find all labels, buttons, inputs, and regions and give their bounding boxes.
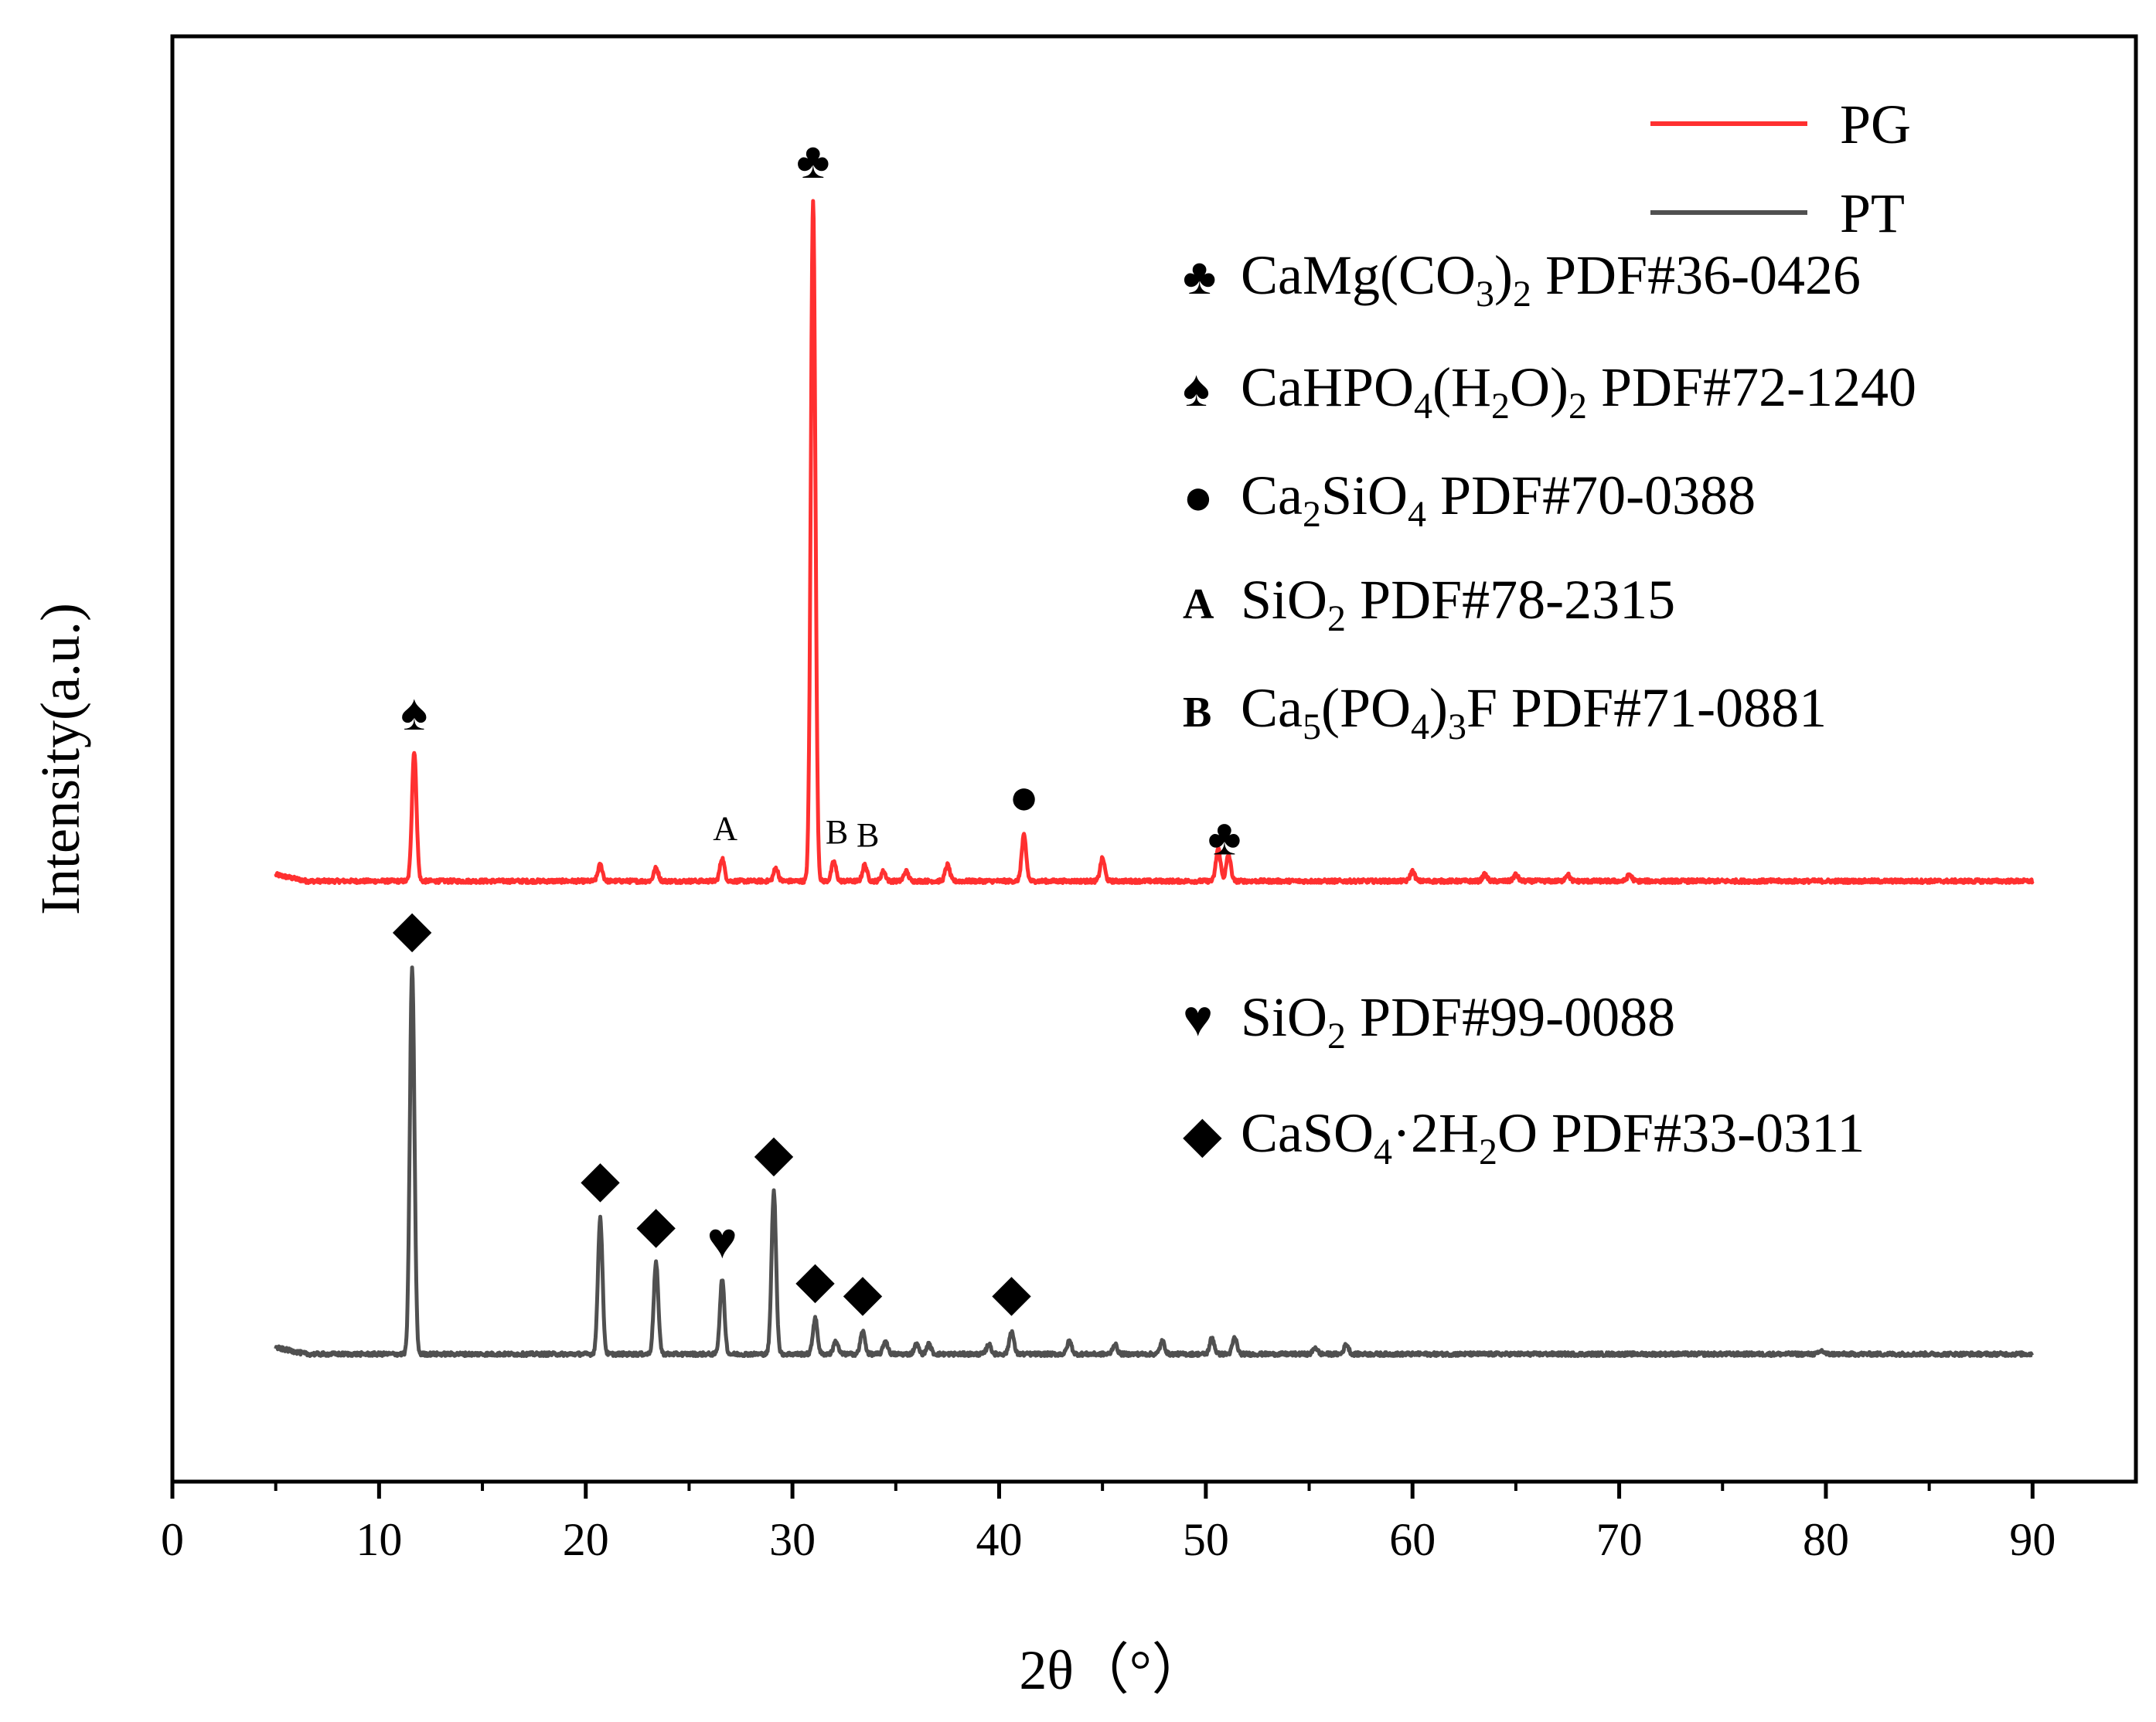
formula-text: ) bbox=[1494, 244, 1513, 306]
peak-marker: ● bbox=[1009, 769, 1040, 825]
formula-text: SiO bbox=[1241, 986, 1327, 1048]
formula-text: ·2H bbox=[1392, 1102, 1479, 1164]
peak-marker: A bbox=[713, 810, 737, 848]
phase-formula: SiO2 PDF#78-2315 bbox=[1241, 569, 1675, 639]
formula-text: O) bbox=[1510, 356, 1568, 418]
x-tick-label: 60 bbox=[1389, 1514, 1436, 1565]
x-axis-label: 2θ（°） bbox=[1019, 1639, 1207, 1701]
peak-marker: B bbox=[826, 813, 848, 851]
formula-text: PDF#99-0088 bbox=[1346, 986, 1675, 1048]
formula-subscript: 2 bbox=[1303, 494, 1321, 535]
formula-subscript: 3 bbox=[1476, 274, 1494, 315]
phase-formula: SiO2 PDF#99-0088 bbox=[1241, 986, 1675, 1057]
x-axis-ticks: 0 10 20 30 40 50 60 70 80 90 bbox=[161, 1482, 2056, 1565]
peak-marker: ♣ bbox=[1207, 810, 1241, 866]
formula-text: PDF#36-0426 bbox=[1531, 244, 1861, 306]
formula-subscript: 5 bbox=[1303, 706, 1321, 747]
formula-text: PDF#78-2315 bbox=[1346, 569, 1675, 631]
phase-formula: Ca5(PO4)3F PDF#71-0881 bbox=[1241, 677, 1827, 747]
x-tick-label: 10 bbox=[356, 1514, 402, 1565]
legend-label-pg: PG bbox=[1840, 94, 1911, 155]
formula-text: (PO bbox=[1321, 677, 1411, 739]
formula-text: SiO bbox=[1241, 569, 1327, 631]
peak-marker: ◆ bbox=[795, 1252, 835, 1309]
phase-formula: CaMg(CO3)2 PDF#36-0426 bbox=[1241, 244, 1861, 315]
phase-symbol: A bbox=[1183, 580, 1214, 628]
formula-subscript: 2 bbox=[1327, 598, 1346, 639]
peak-marker: ♠ bbox=[400, 685, 427, 741]
formula-text: Ca bbox=[1241, 677, 1303, 739]
peak-markers: ♣♠A B B●♣◆◆◆ ♥◆◆ ◆ ◆ bbox=[393, 133, 1241, 1322]
formula-subscript: 4 bbox=[1408, 494, 1426, 535]
formula-subscript: 2 bbox=[1327, 1016, 1346, 1057]
x-tick-label: 20 bbox=[563, 1514, 609, 1565]
peak-marker: ◆ bbox=[754, 1125, 794, 1182]
formula-text: PDF#70-0388 bbox=[1426, 465, 1756, 526]
x-tick-label: 0 bbox=[161, 1514, 184, 1565]
formula-subscript: 2 bbox=[1568, 386, 1587, 427]
phase-formula: CaHPO4(H2O)2 PDF#72-1240 bbox=[1241, 356, 1916, 427]
peak-marker: ◆ bbox=[992, 1265, 1031, 1322]
formula-text: SiO bbox=[1321, 465, 1408, 526]
y-axis-label: Intensity(a.u.) bbox=[29, 603, 91, 915]
phase-formula: Ca2SiO4 PDF#70-0388 bbox=[1241, 465, 1756, 535]
formula-subscript: 2 bbox=[1513, 274, 1531, 315]
formula-subscript: 2 bbox=[1491, 386, 1510, 427]
series-line-pg bbox=[274, 199, 2035, 885]
phase-symbol: ◆ bbox=[1183, 1107, 1222, 1163]
peak-marker: ◆ bbox=[636, 1196, 676, 1253]
formula-text: Ca bbox=[1241, 465, 1303, 526]
formula-subscript: 4 bbox=[1374, 1132, 1392, 1172]
x-tick-label: 30 bbox=[769, 1514, 816, 1565]
peak-marker: ◆ bbox=[581, 1152, 620, 1208]
peak-marker: ♣ bbox=[796, 133, 829, 189]
x-tick-label: 80 bbox=[1803, 1514, 1849, 1565]
x-tick-label: 50 bbox=[1183, 1514, 1229, 1565]
formula-text: F PDF#71-0881 bbox=[1466, 677, 1827, 739]
x-tick-label: 90 bbox=[2009, 1514, 2056, 1565]
formula-text: CaMg(CO bbox=[1241, 244, 1476, 306]
formula-text: CaHPO bbox=[1241, 356, 1414, 418]
peak-marker: ◆ bbox=[843, 1265, 883, 1322]
peak-marker: ♥ bbox=[707, 1213, 737, 1269]
formula-text: O PDF#33-0311 bbox=[1497, 1102, 1865, 1164]
plot-frame bbox=[170, 34, 2138, 1484]
formula-subscript: 4 bbox=[1414, 386, 1432, 427]
x-tick-label: 70 bbox=[1596, 1514, 1643, 1565]
formula-text: PDF#72-1240 bbox=[1587, 356, 1916, 418]
series-layer bbox=[274, 199, 2035, 1358]
phase-symbol: ♠ bbox=[1183, 361, 1210, 417]
phase-symbol: ♥ bbox=[1183, 991, 1213, 1047]
formula-text: (H bbox=[1432, 356, 1491, 418]
legend: PG PT bbox=[1650, 94, 1911, 244]
series-line-pt bbox=[274, 965, 2035, 1358]
formula-subscript: 3 bbox=[1448, 706, 1466, 747]
peak-marker: ◆ bbox=[393, 901, 432, 958]
legend-label-pt: PT bbox=[1840, 182, 1905, 244]
formula-text: CaSO bbox=[1241, 1102, 1374, 1164]
phase-symbol: ♣ bbox=[1183, 249, 1216, 305]
peak-marker: B bbox=[857, 816, 879, 854]
formula-text: ) bbox=[1429, 677, 1448, 739]
phase-legend: ♣ CaMg(CO3)2 PDF#36-0426♠ CaHPO4(H2O)2 PDF… bbox=[1183, 244, 1916, 1172]
x-tick-label: 40 bbox=[976, 1514, 1022, 1565]
formula-subscript: 2 bbox=[1479, 1132, 1497, 1172]
phase-symbol: B bbox=[1183, 689, 1211, 737]
formula-subscript: 4 bbox=[1411, 706, 1429, 747]
phase-formula: CaSO4·2H2O PDF#33-0311 bbox=[1241, 1102, 1865, 1172]
phase-symbol: ● bbox=[1183, 469, 1214, 526]
